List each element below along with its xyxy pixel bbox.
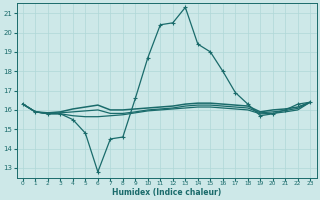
X-axis label: Humidex (Indice chaleur): Humidex (Indice chaleur) — [112, 188, 221, 197]
